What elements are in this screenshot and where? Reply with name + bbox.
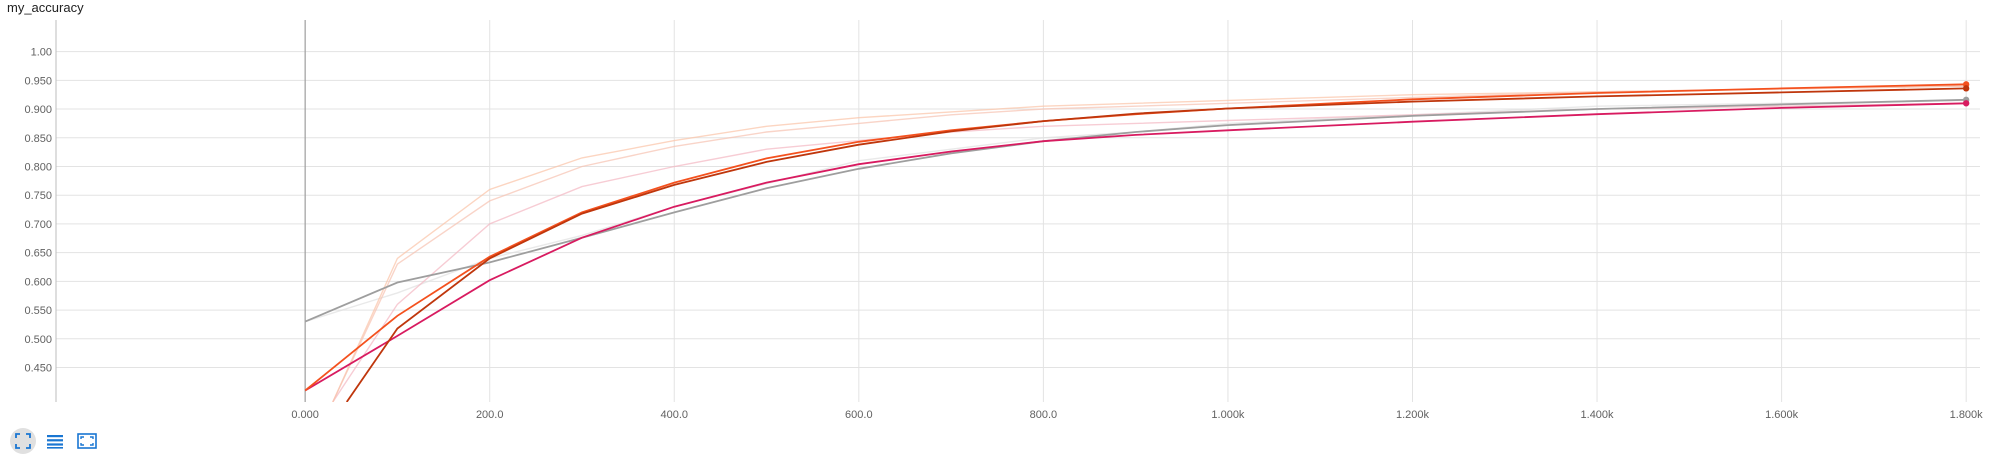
series-line-6 [304, 102, 1967, 392]
series-line-1 [304, 99, 1967, 323]
y-tick-label: 0.900 [24, 104, 52, 116]
y-tick-label: 0.800 [24, 161, 52, 173]
x-tick-label: 1.200k [1396, 409, 1430, 421]
chart-title: my_accuracy [7, 0, 84, 15]
accuracy-chart: 0.450 0.500 0.550 0.600 0.650 0.700 0.750 0.800… [24, 20, 1984, 421]
y-tick-label: 0.450 [24, 363, 52, 375]
x-tick-label: 400.0 [660, 409, 688, 421]
y-tick-label: 0.850 [24, 133, 52, 145]
expand-icon [77, 433, 97, 449]
fit-domain-button[interactable] [10, 428, 36, 454]
y-tick-label: 0.700 [24, 219, 52, 231]
series-endpoint-6 [1962, 100, 1970, 107]
x-tick-label: 800.0 [1030, 409, 1058, 421]
y-tick-label: 0.950 [24, 75, 52, 87]
list-icon [47, 435, 63, 449]
y-tick-label: 0.550 [24, 305, 52, 317]
chart-toolbar [10, 428, 100, 454]
y-tick-label: 0.600 [24, 276, 52, 288]
y-tick-label: 1.00 [31, 47, 52, 59]
series-endpoint-8 [1962, 85, 1970, 92]
fit-domain-icon [15, 433, 31, 449]
series-line-8 [345, 87, 1967, 402]
x-tick-label: 1.000k [1211, 409, 1245, 421]
x-tick-label: 200.0 [476, 409, 504, 421]
x-tick-label: 1.400k [1581, 409, 1615, 421]
series-line-5 [304, 98, 1967, 323]
series-line-4 [332, 85, 1967, 402]
y-tick-label: 0.500 [24, 334, 52, 346]
toggle-log-list-button[interactable] [42, 428, 68, 454]
x-tick-label: 0.000 [291, 409, 319, 421]
series-line-3 [332, 85, 1967, 402]
x-tick-label: 1.800k [1950, 409, 1984, 421]
y-tick-label: 0.650 [24, 248, 52, 260]
expand-chart-button[interactable] [74, 428, 100, 454]
x-tick-label: 1.600k [1765, 409, 1799, 421]
series-line-7 [304, 83, 1967, 392]
x-tick-label: 600.0 [845, 409, 873, 421]
y-tick-label: 0.750 [24, 190, 52, 202]
